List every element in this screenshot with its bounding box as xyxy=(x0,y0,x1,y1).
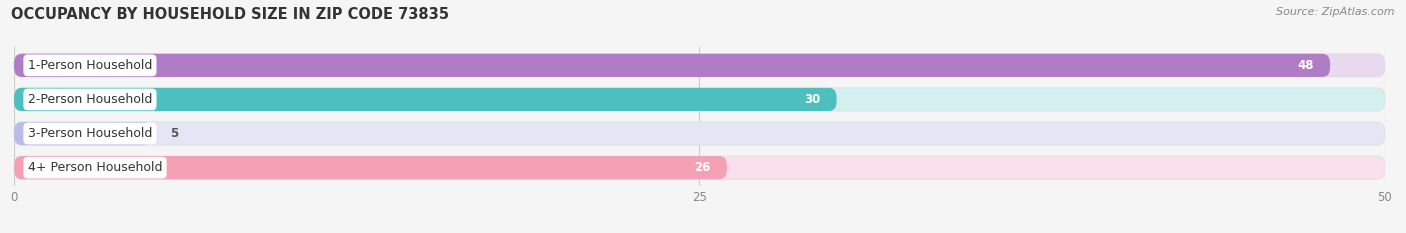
Text: 5: 5 xyxy=(170,127,179,140)
FancyBboxPatch shape xyxy=(14,156,1385,179)
Text: 4+ Person Household: 4+ Person Household xyxy=(28,161,162,174)
Text: Source: ZipAtlas.com: Source: ZipAtlas.com xyxy=(1277,7,1395,17)
Text: OCCUPANCY BY HOUSEHOLD SIZE IN ZIP CODE 73835: OCCUPANCY BY HOUSEHOLD SIZE IN ZIP CODE … xyxy=(11,7,450,22)
FancyBboxPatch shape xyxy=(14,88,837,111)
Text: 2-Person Household: 2-Person Household xyxy=(28,93,152,106)
FancyBboxPatch shape xyxy=(14,54,1385,77)
FancyBboxPatch shape xyxy=(14,122,152,145)
Text: 26: 26 xyxy=(695,161,710,174)
Text: 30: 30 xyxy=(804,93,820,106)
Text: 3-Person Household: 3-Person Household xyxy=(28,127,152,140)
FancyBboxPatch shape xyxy=(14,54,1330,77)
Text: 48: 48 xyxy=(1298,59,1313,72)
FancyBboxPatch shape xyxy=(14,156,727,179)
FancyBboxPatch shape xyxy=(14,122,1385,145)
Text: 1-Person Household: 1-Person Household xyxy=(28,59,152,72)
FancyBboxPatch shape xyxy=(14,88,1385,111)
